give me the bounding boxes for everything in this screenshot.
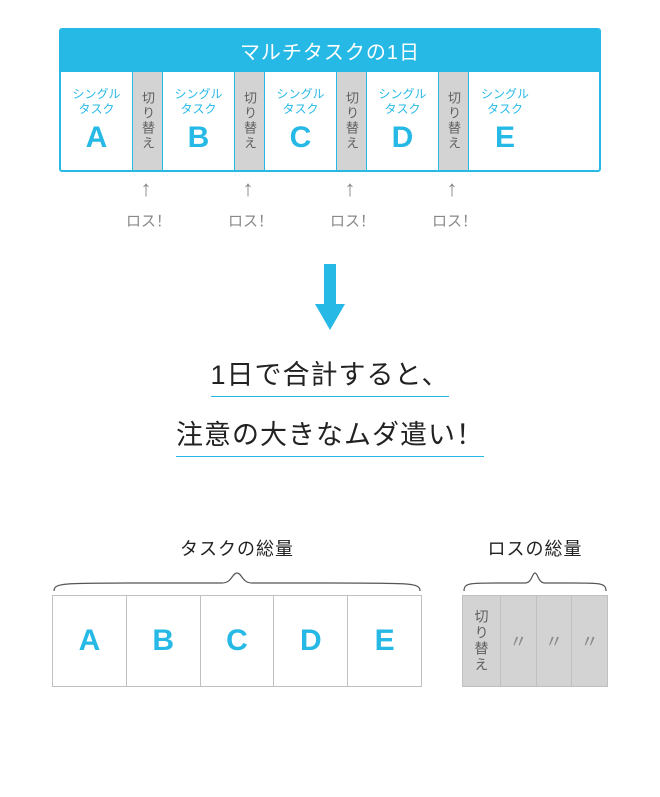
task-total-cell: A xyxy=(53,596,127,686)
loss-indicator: ↑ ロス！ xyxy=(330,178,370,231)
task-total-block: タスクの総量 A B C D E xyxy=(52,535,422,687)
task-total-cell: E xyxy=(348,596,421,686)
task-row: シングルタスク A 切り替え シングルタスク B 切り替え シングルタスク C … xyxy=(61,72,599,170)
switch-cell: 切り替え xyxy=(133,72,163,170)
loss-indicator: ↑ ロス！ xyxy=(228,178,268,231)
task-cell-c: シングルタスク C xyxy=(265,72,337,170)
summary-message: 1日で合計すると、 注意の大きなムダ遣い！ xyxy=(50,353,610,457)
task-total-cell: C xyxy=(201,596,275,686)
message-line1: 1日で合計すると、 xyxy=(211,353,450,397)
switch-cell: 切り替え xyxy=(337,72,367,170)
task-cell-a: シングルタスク A xyxy=(61,72,133,170)
message-line2: 注意の大きなムダ遣い！ xyxy=(176,413,484,457)
task-cell-d: シングルタスク D xyxy=(367,72,439,170)
panel-header: マルチタスクの1日 xyxy=(61,30,599,72)
loss-indicator: ↑ ロス！ xyxy=(126,178,166,231)
switch-cell: 切り替え xyxy=(439,72,469,170)
arrow-up-icon: ↑ xyxy=(432,178,472,200)
loss-total-cells: 切り替え 〃 〃 〃 xyxy=(462,595,608,687)
task-total-cells: A B C D E xyxy=(52,595,422,687)
brace-icon xyxy=(52,571,422,593)
task-total-cell: D xyxy=(274,596,348,686)
arrow-up-icon: ↑ xyxy=(126,178,166,200)
loss-total-ditto-cell: 〃 xyxy=(537,596,573,686)
loss-total-ditto-cell: 〃 xyxy=(572,596,607,686)
task-cell-e: シングルタスク E xyxy=(469,72,541,170)
loss-total-first-cell: 切り替え xyxy=(463,596,501,686)
big-down-arrow-icon xyxy=(50,264,610,335)
loss-total-title: ロスの総量 xyxy=(462,535,608,561)
loss-total-block: ロスの総量 切り替え 〃 〃 〃 xyxy=(462,535,608,687)
brace-icon xyxy=(462,571,608,593)
task-total-cell: B xyxy=(127,596,201,686)
switch-cell: 切り替え xyxy=(235,72,265,170)
loss-indicator-row: ↑ ロス！ ↑ ロス！ ↑ ロス！ ↑ ロス！ xyxy=(59,178,601,242)
bottom-summary: タスクの総量 A B C D E ロスの総量 切り替え 〃 〃 〃 xyxy=(50,535,610,687)
loss-total-ditto-cell: 〃 xyxy=(501,596,537,686)
loss-indicator: ↑ ロス！ xyxy=(432,178,472,231)
arrow-up-icon: ↑ xyxy=(330,178,370,200)
arrow-up-icon: ↑ xyxy=(228,178,268,200)
task-cell-b: シングルタスク B xyxy=(163,72,235,170)
multitask-day-panel: マルチタスクの1日 シングルタスク A 切り替え シングルタスク B 切り替え … xyxy=(59,28,601,172)
task-total-title: タスクの総量 xyxy=(52,535,422,561)
